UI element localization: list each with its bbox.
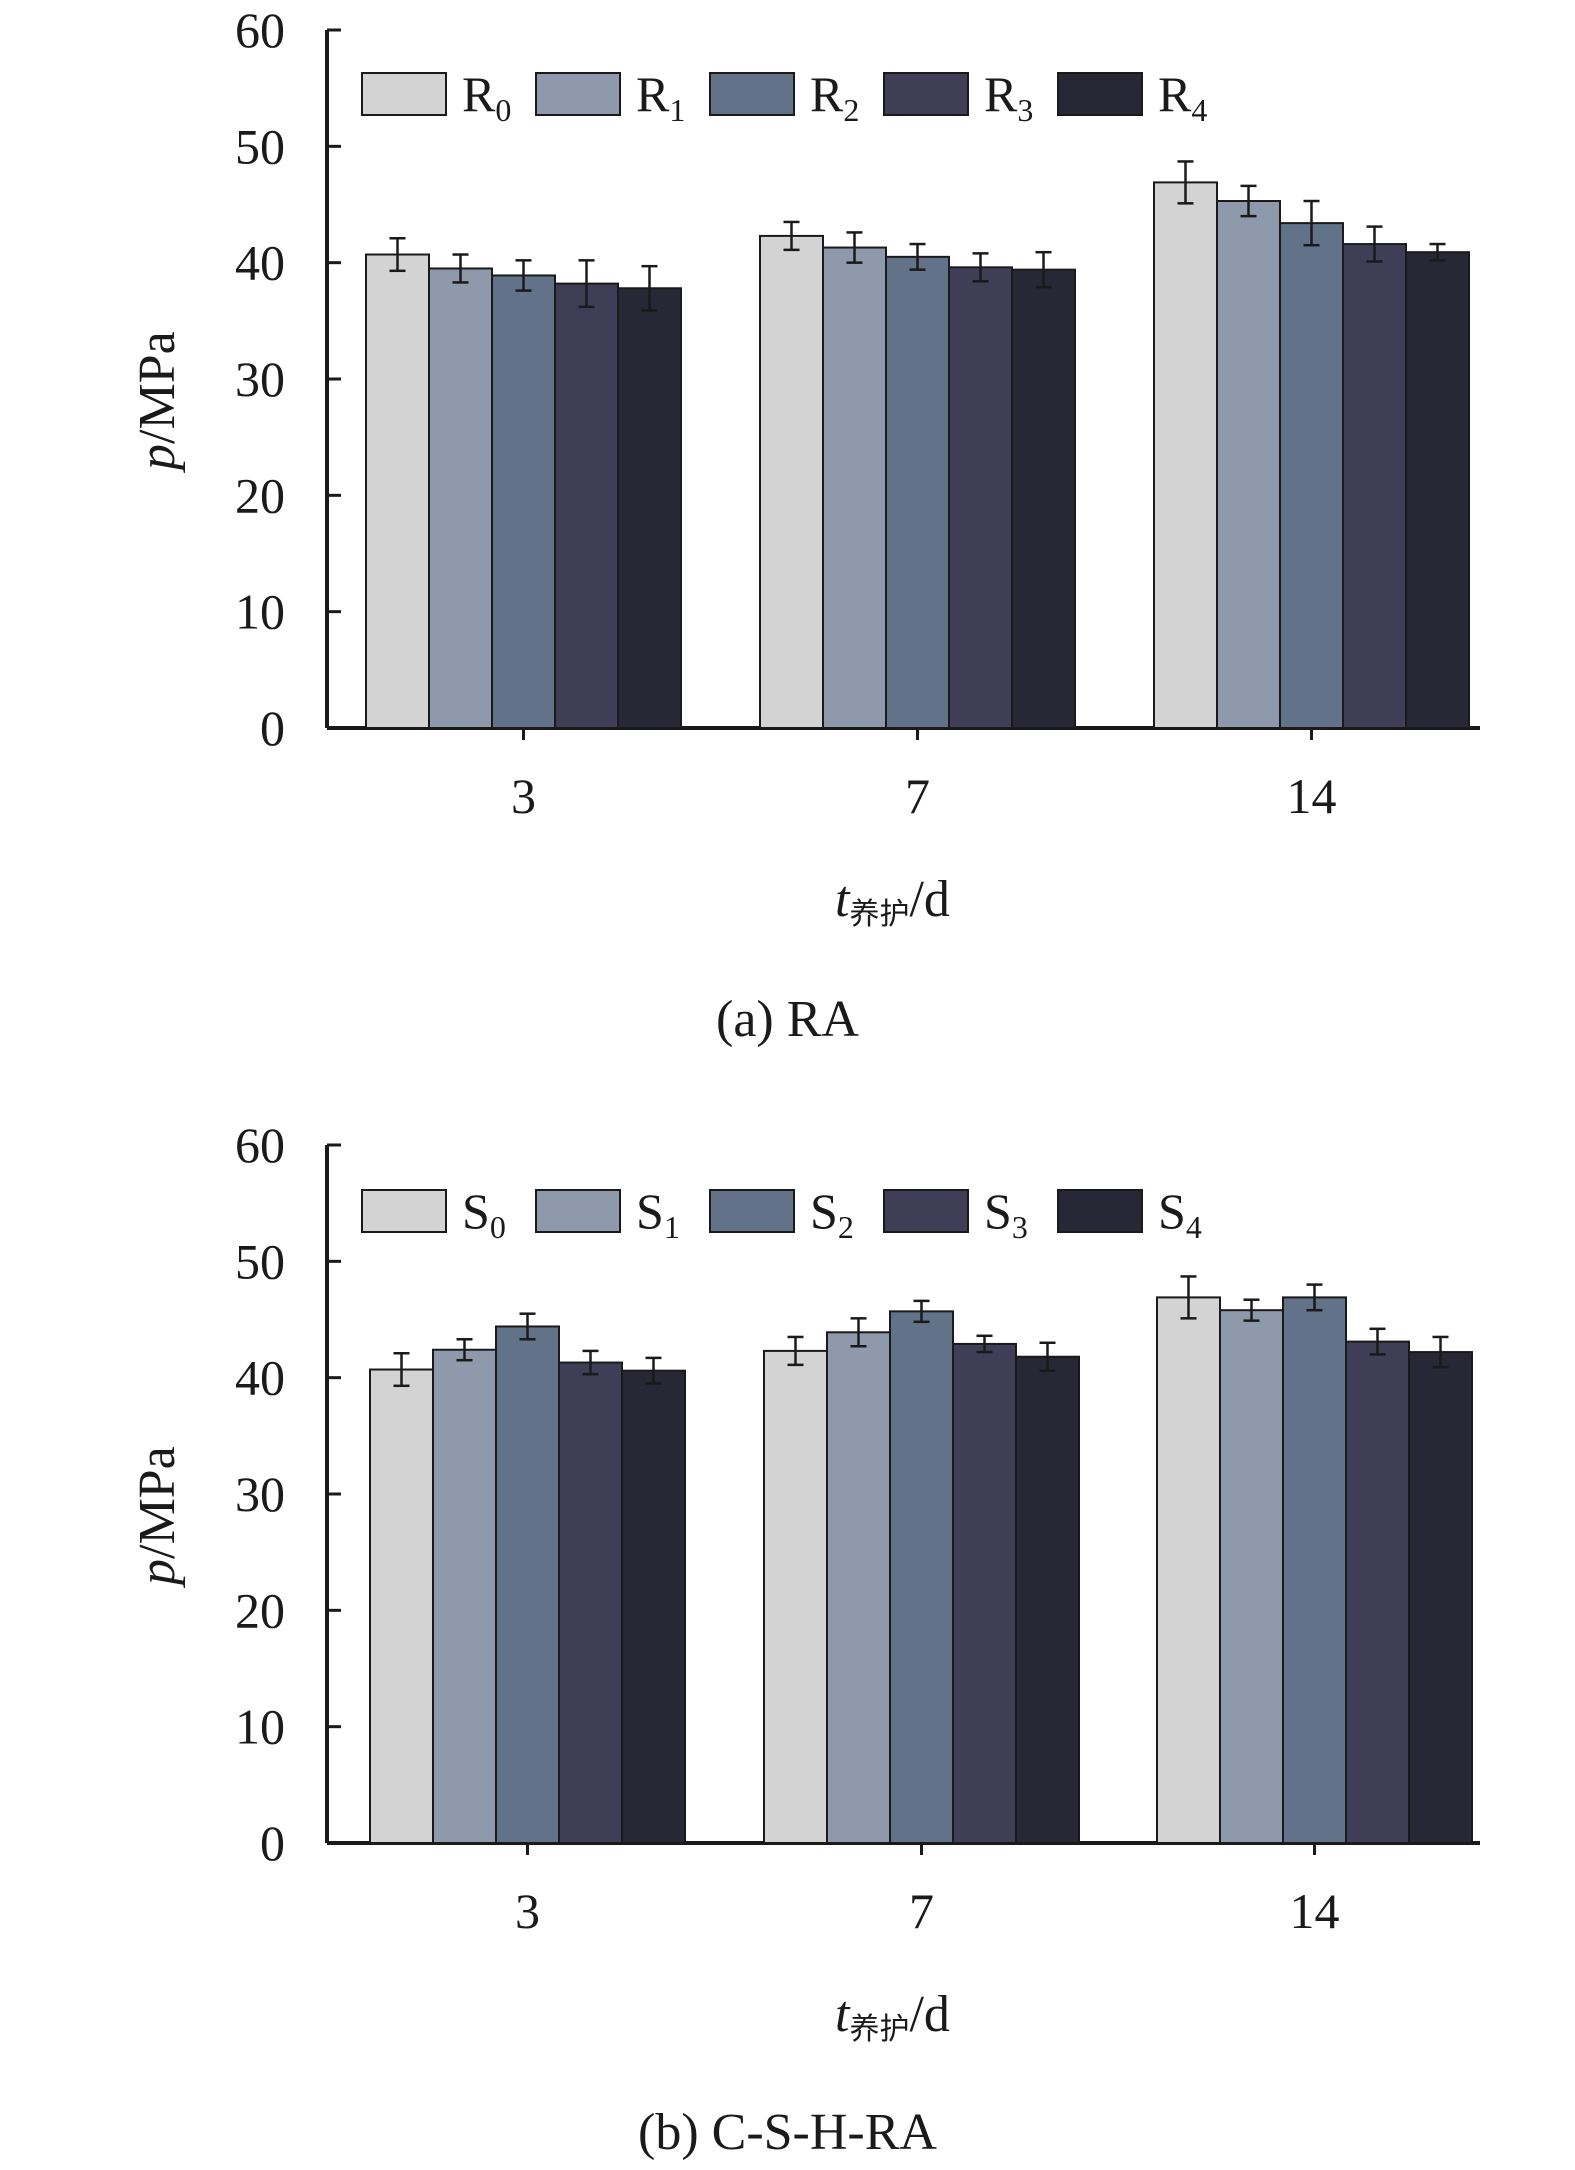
y-tick-label: 30 bbox=[235, 351, 285, 407]
chart-caption: (a) RA bbox=[716, 991, 859, 1048]
legend-swatch bbox=[361, 1189, 447, 1233]
bar bbox=[1156, 1296, 1221, 1844]
bar bbox=[1282, 1296, 1347, 1844]
y-tick-label: 20 bbox=[235, 1582, 285, 1638]
legend-label: S1 bbox=[636, 1183, 680, 1245]
bar bbox=[621, 1369, 686, 1844]
bar bbox=[554, 282, 619, 729]
legend-label: R4 bbox=[1158, 66, 1207, 128]
legend-swatch bbox=[535, 1189, 621, 1233]
y-tick-label: 60 bbox=[235, 2, 285, 58]
bar bbox=[1015, 1355, 1080, 1844]
bar bbox=[952, 1342, 1017, 1844]
y-tick-label: 50 bbox=[235, 118, 285, 174]
bar bbox=[885, 255, 950, 729]
legend-swatch bbox=[709, 1189, 795, 1233]
bar bbox=[1219, 1309, 1284, 1844]
bar bbox=[491, 274, 556, 729]
bar bbox=[1405, 251, 1470, 730]
legend-swatch bbox=[883, 72, 969, 116]
x-tick-label: 7 bbox=[905, 768, 930, 824]
legend-label: R3 bbox=[984, 66, 1033, 128]
bar bbox=[432, 1348, 497, 1844]
bar bbox=[826, 1331, 891, 1844]
bar bbox=[365, 253, 430, 729]
legend-label: R0 bbox=[462, 66, 511, 128]
y-tick-label: 20 bbox=[235, 467, 285, 523]
chart-caption: (b) C-S-H-RA bbox=[638, 2104, 937, 2161]
legend-swatch bbox=[1057, 1189, 1143, 1233]
bar bbox=[1345, 1340, 1410, 1844]
bar bbox=[759, 234, 824, 729]
legend-label: S3 bbox=[984, 1183, 1028, 1245]
legend-swatch bbox=[883, 1189, 969, 1233]
x-tick-label: 7 bbox=[909, 1883, 934, 1939]
legend: S0 S1 S2 S3 S4 bbox=[361, 1183, 1202, 1245]
legend-swatch bbox=[1057, 72, 1143, 116]
bar bbox=[948, 266, 1013, 729]
bar bbox=[369, 1368, 434, 1844]
bar bbox=[889, 1310, 954, 1844]
bar bbox=[428, 267, 493, 729]
y-tick-label: 10 bbox=[235, 1699, 285, 1755]
y-tick-label: 30 bbox=[235, 1466, 285, 1522]
y-tick-label: 40 bbox=[235, 1350, 285, 1406]
chart-panel-b: 0 10 20 30 40 50 60 3 7 14 S0 S1 S2 S3 S4 p/MPa t养护/d … bbox=[0, 1085, 1575, 2170]
bar bbox=[1011, 268, 1076, 729]
bar bbox=[1342, 243, 1407, 729]
x-tick-label: 14 bbox=[1290, 1883, 1340, 1939]
legend-label: S0 bbox=[462, 1183, 506, 1245]
y-tick-label: 0 bbox=[260, 1815, 285, 1871]
x-tick-label: 3 bbox=[515, 1883, 540, 1939]
chart-panel-a: 0 10 20 30 40 50 60 3 7 14 R0 R1 R2 R3 R4 p/MPa t养护/d … bbox=[129, 2, 1480, 1048]
legend-label: R1 bbox=[636, 66, 685, 128]
bar bbox=[1216, 200, 1281, 729]
legend-label: R2 bbox=[810, 66, 859, 128]
y-axis-label: p/MPa bbox=[129, 1446, 186, 1585]
y-tick-label: 50 bbox=[235, 1233, 285, 1289]
legend: R0 R1 R2 R3 R4 bbox=[361, 66, 1207, 128]
x-tick-label: 3 bbox=[511, 768, 536, 824]
legend-swatch bbox=[361, 72, 447, 116]
y-axis-label: p/MPa bbox=[129, 331, 186, 470]
y-tick-label: 0 bbox=[260, 700, 285, 756]
x-axis-label: t养护/d bbox=[835, 871, 950, 932]
legend-swatch bbox=[709, 72, 795, 116]
x-axis-label: t养护/d bbox=[835, 1986, 950, 2047]
y-tick-label: 40 bbox=[235, 235, 285, 291]
bar bbox=[617, 287, 682, 729]
bar bbox=[495, 1325, 560, 1845]
bar bbox=[1408, 1351, 1473, 1844]
bar bbox=[1153, 181, 1218, 729]
legend-label: S2 bbox=[810, 1183, 854, 1245]
bar bbox=[822, 246, 887, 729]
legend-swatch bbox=[535, 72, 621, 116]
bar bbox=[763, 1349, 828, 1844]
bar bbox=[558, 1361, 623, 1844]
bar bbox=[1279, 222, 1344, 729]
y-tick-label: 10 bbox=[235, 584, 285, 640]
legend-label: S4 bbox=[1158, 1183, 1202, 1245]
x-tick-label: 14 bbox=[1287, 768, 1337, 824]
y-tick-label: 60 bbox=[235, 1117, 285, 1173]
